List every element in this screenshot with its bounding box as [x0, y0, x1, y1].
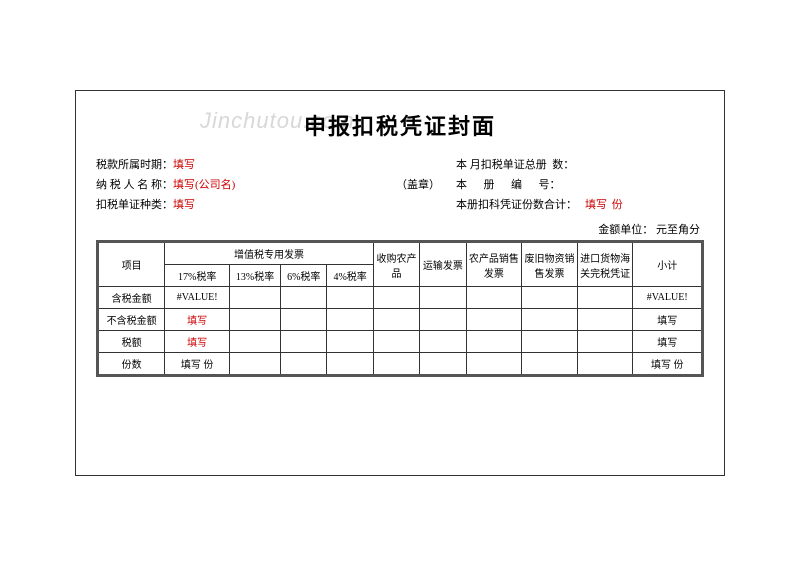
currency-unit: 金额单位： 元至角分: [96, 221, 704, 237]
cell-value: 填写 份: [165, 353, 230, 376]
col-rate13: 13%税率: [230, 265, 281, 287]
cell-subtotal: 填写: [633, 331, 703, 353]
row-label-copies: 份数: [98, 353, 165, 376]
taxpayer-label: 纳 税 人 名 称：: [96, 175, 173, 195]
header-row-3: 扣税单证种类： 填写 本册扣科凭证份数合计： 填写 份: [96, 195, 704, 215]
volume-number-label: 本 册 编 号：: [456, 175, 561, 195]
cell-value: 填写: [165, 309, 230, 331]
header-row-2: 纳 税 人 名 称： 填写(公司名) （盖章） 本 册 编 号：: [96, 175, 704, 195]
row-label-taxincl: 含税金额: [98, 287, 165, 309]
cell-subtotal: 填写: [633, 309, 703, 331]
table-header-row1: 项目 增值税专用发票 收购农产品 运输发票 农产品销售发票 废旧物资销售发票 进…: [98, 242, 703, 265]
col-subtotal: 小计: [633, 242, 703, 287]
col-project: 项目: [98, 242, 165, 287]
cell-subtotal: #VALUE!: [633, 287, 703, 309]
cell-value: 填写: [165, 331, 230, 353]
voucher-type-value: 填写: [173, 195, 195, 215]
cell-value: #VALUE!: [165, 287, 230, 309]
col-rate6: 6%税率: [281, 265, 327, 287]
col-waste: 废旧物资销售发票: [522, 242, 578, 287]
data-table: 项目 增值税专用发票 收购农产品 运输发票 农产品销售发票 废旧物资销售发票 进…: [96, 240, 704, 377]
tax-period-label: 税款所属时期：: [96, 155, 173, 175]
col-rate4: 4%税率: [327, 265, 373, 287]
copies-total-value: 填写 份: [585, 195, 623, 215]
document-frame: 申报扣税凭证封面 税款所属时期： 填写 本 月扣税单证总册 数： 纳 税 人 名…: [75, 90, 725, 476]
cell-subtotal: 填写 份: [633, 353, 703, 376]
table-row: 份数 填写 份 填写 份: [98, 353, 703, 376]
header-section: 税款所属时期： 填写 本 月扣税单证总册 数： 纳 税 人 名 称： 填写(公司…: [96, 155, 704, 215]
row-label-taxamt: 税额: [98, 331, 165, 353]
table-row: 税额 填写 填写: [98, 331, 703, 353]
copies-total-label: 本册扣科凭证份数合计：: [456, 195, 577, 215]
voucher-type-label: 扣税单证种类：: [96, 195, 173, 215]
tax-period-value: 填写: [173, 155, 195, 175]
seal-note: （盖章）: [396, 175, 456, 195]
col-vat-group: 增值税专用发票: [165, 242, 374, 265]
document-title: 申报扣税凭证封面: [96, 109, 704, 141]
col-import: 进口货物海关完税凭证: [577, 242, 633, 287]
col-rate17: 17%税率: [165, 265, 230, 287]
table-row: 不含税金额 填写 填写: [98, 309, 703, 331]
taxpayer-value: 填写(公司名): [173, 175, 235, 195]
table-row: 含税金额 #VALUE! #VALUE!: [98, 287, 703, 309]
col-agri-sale: 农产品销售发票: [466, 242, 522, 287]
col-agri-purchase: 收购农产品: [373, 242, 419, 287]
row-label-taxexcl: 不含税金额: [98, 309, 165, 331]
header-row-1: 税款所属时期： 填写 本 月扣税单证总册 数：: [96, 155, 704, 175]
col-transport: 运输发票: [420, 242, 466, 287]
total-volumes-label: 本 月扣税单证总册 数：: [456, 155, 574, 175]
